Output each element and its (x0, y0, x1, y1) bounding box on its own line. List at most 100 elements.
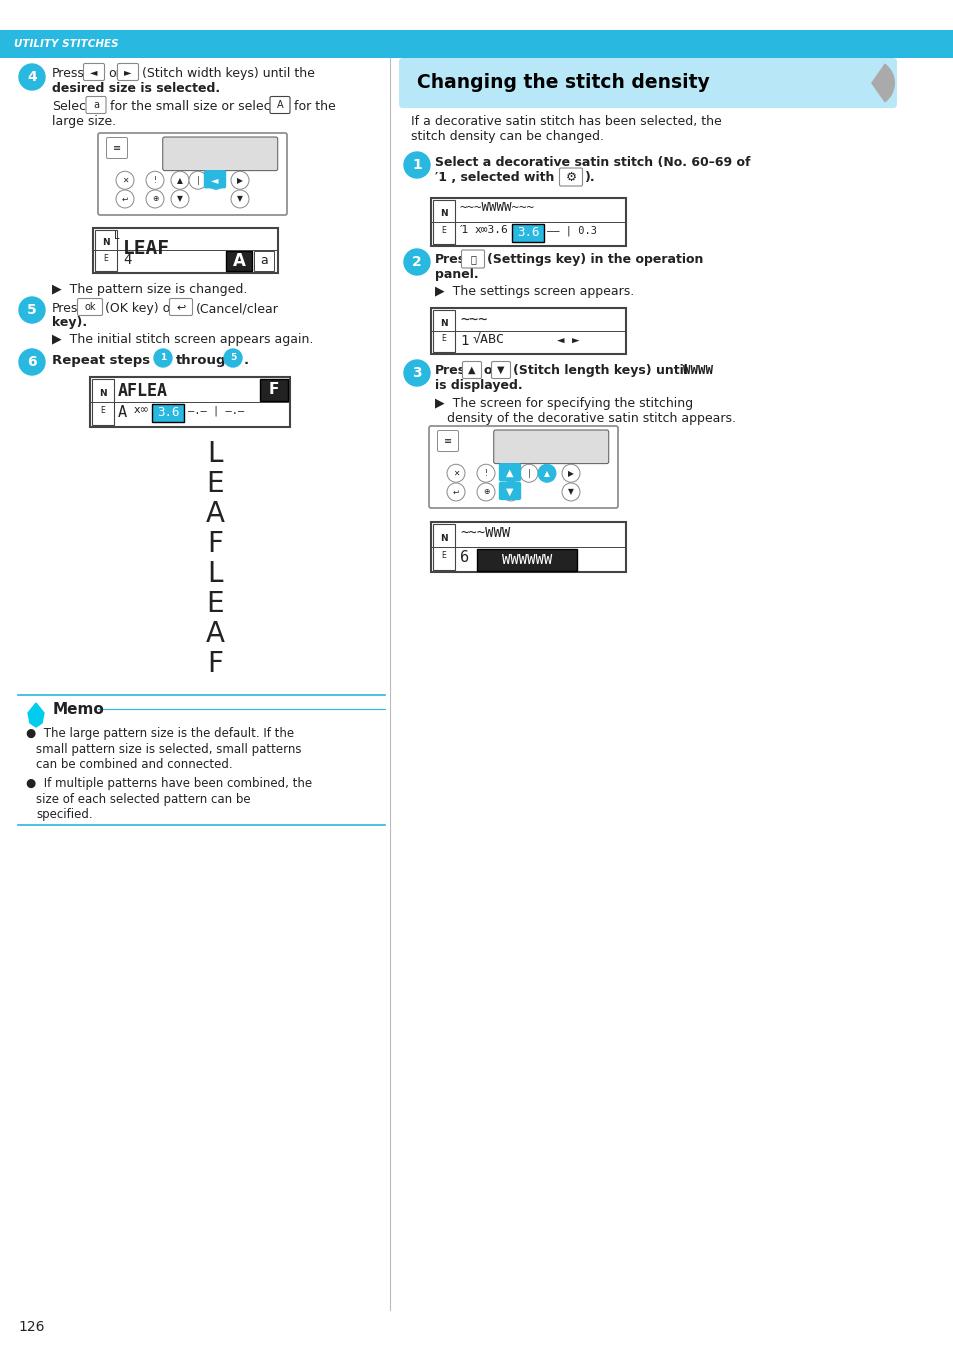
Text: WWWWWW: WWWWWW (501, 553, 552, 568)
Text: ↩: ↩ (122, 194, 128, 204)
Text: ▲: ▲ (506, 468, 514, 479)
Text: Select a decorative satin stitch (No. 60–69 of: Select a decorative satin stitch (No. 60… (435, 156, 750, 168)
Text: ).: ). (584, 171, 595, 183)
Text: —— | 0.3: —— | 0.3 (546, 225, 597, 236)
Text: A: A (205, 620, 224, 648)
FancyBboxPatch shape (431, 198, 625, 245)
Text: can be combined and connected.: can be combined and connected. (36, 758, 233, 771)
Text: (OK key) or: (OK key) or (105, 302, 175, 315)
Text: A: A (276, 100, 283, 111)
Text: ▼: ▼ (567, 488, 574, 496)
Text: E: E (441, 225, 446, 235)
FancyBboxPatch shape (476, 549, 577, 572)
Text: 1: 1 (459, 334, 468, 348)
Circle shape (447, 464, 464, 483)
Text: x∞: x∞ (133, 404, 150, 415)
Text: ✕: ✕ (453, 469, 458, 477)
FancyBboxPatch shape (95, 231, 117, 271)
Polygon shape (28, 704, 44, 727)
Text: specified.: specified. (36, 807, 92, 821)
Text: ◄: ◄ (211, 175, 218, 185)
Text: ⚙: ⚙ (565, 170, 576, 183)
Text: large size.: large size. (52, 115, 116, 128)
FancyBboxPatch shape (270, 97, 290, 113)
Text: 6: 6 (459, 550, 469, 565)
Text: ≡: ≡ (112, 143, 121, 154)
Text: ~~~WWW: ~~~WWW (459, 526, 510, 541)
Text: ′1 , selected with: ′1 , selected with (435, 171, 554, 183)
FancyBboxPatch shape (437, 430, 458, 452)
Circle shape (476, 483, 495, 501)
FancyBboxPatch shape (84, 63, 105, 81)
Text: ▶  The settings screen appears.: ▶ The settings screen appears. (435, 284, 634, 298)
FancyBboxPatch shape (86, 97, 106, 113)
Text: (Stitch width keys) until the: (Stitch width keys) until the (142, 67, 314, 80)
Text: ⊕: ⊕ (152, 194, 158, 204)
Text: |: | (196, 175, 199, 185)
Text: key).: key). (52, 315, 87, 329)
Circle shape (403, 152, 430, 178)
Text: ▲: ▲ (508, 469, 514, 477)
FancyBboxPatch shape (92, 228, 277, 274)
Text: F: F (207, 530, 223, 558)
Text: E: E (441, 334, 446, 344)
Circle shape (561, 483, 579, 501)
Text: (Stitch length keys) until: (Stitch length keys) until (513, 364, 687, 377)
FancyBboxPatch shape (163, 137, 277, 171)
Text: 3: 3 (412, 367, 421, 380)
Text: E: E (100, 406, 105, 415)
Circle shape (19, 297, 45, 324)
Text: stitch density can be changed.: stitch density can be changed. (411, 129, 603, 143)
Text: AFLEA: AFLEA (118, 381, 168, 400)
Text: LEAF: LEAF (123, 239, 170, 257)
Circle shape (231, 190, 249, 208)
FancyBboxPatch shape (431, 307, 625, 355)
Text: ▼: ▼ (506, 487, 514, 497)
Text: If a decorative satin stitch has been selected, the: If a decorative satin stitch has been se… (411, 115, 721, 128)
Text: Memo: Memo (53, 701, 105, 717)
Text: N: N (439, 209, 447, 218)
Text: ok: ok (84, 302, 95, 311)
Text: F: F (269, 383, 279, 398)
FancyBboxPatch shape (558, 168, 582, 186)
Text: Repeat steps: Repeat steps (52, 355, 150, 367)
FancyBboxPatch shape (433, 310, 455, 352)
FancyBboxPatch shape (152, 404, 184, 422)
Text: ▲: ▲ (177, 175, 183, 185)
Text: ↩: ↩ (453, 488, 458, 496)
Text: 3.6: 3.6 (517, 226, 538, 240)
Circle shape (501, 464, 519, 483)
FancyBboxPatch shape (91, 379, 113, 425)
Text: ●  If multiple patterns have been combined, the: ● If multiple patterns have been combine… (26, 776, 312, 790)
Circle shape (171, 171, 189, 189)
FancyBboxPatch shape (462, 361, 481, 379)
FancyBboxPatch shape (107, 137, 128, 159)
Text: panel.: panel. (435, 268, 478, 280)
Text: E: E (206, 470, 224, 497)
Text: ⊕: ⊕ (482, 488, 489, 496)
Circle shape (537, 464, 556, 483)
Text: 3.6: 3.6 (156, 407, 179, 419)
Text: ▶  The pattern size is changed.: ▶ The pattern size is changed. (52, 283, 247, 297)
Text: A: A (118, 404, 127, 421)
Circle shape (207, 171, 225, 189)
Text: 5: 5 (230, 353, 236, 363)
Text: 6: 6 (27, 355, 37, 369)
Text: 1: 1 (412, 158, 421, 173)
Text: !: ! (153, 175, 156, 185)
Text: |: | (527, 469, 530, 477)
FancyBboxPatch shape (117, 63, 138, 81)
FancyBboxPatch shape (398, 58, 896, 108)
Text: ◄ ►: ◄ ► (557, 334, 578, 346)
Text: ▼: ▼ (177, 194, 183, 204)
Text: ▶: ▶ (236, 175, 243, 185)
Text: ▼: ▼ (508, 488, 514, 496)
Text: Press: Press (435, 253, 473, 266)
Text: 4: 4 (123, 253, 132, 267)
Circle shape (231, 171, 249, 189)
Text: Press: Press (52, 302, 85, 315)
Text: ▲: ▲ (213, 175, 218, 185)
Text: !: ! (484, 469, 487, 477)
Circle shape (224, 349, 242, 367)
Text: ✕: ✕ (122, 175, 128, 185)
